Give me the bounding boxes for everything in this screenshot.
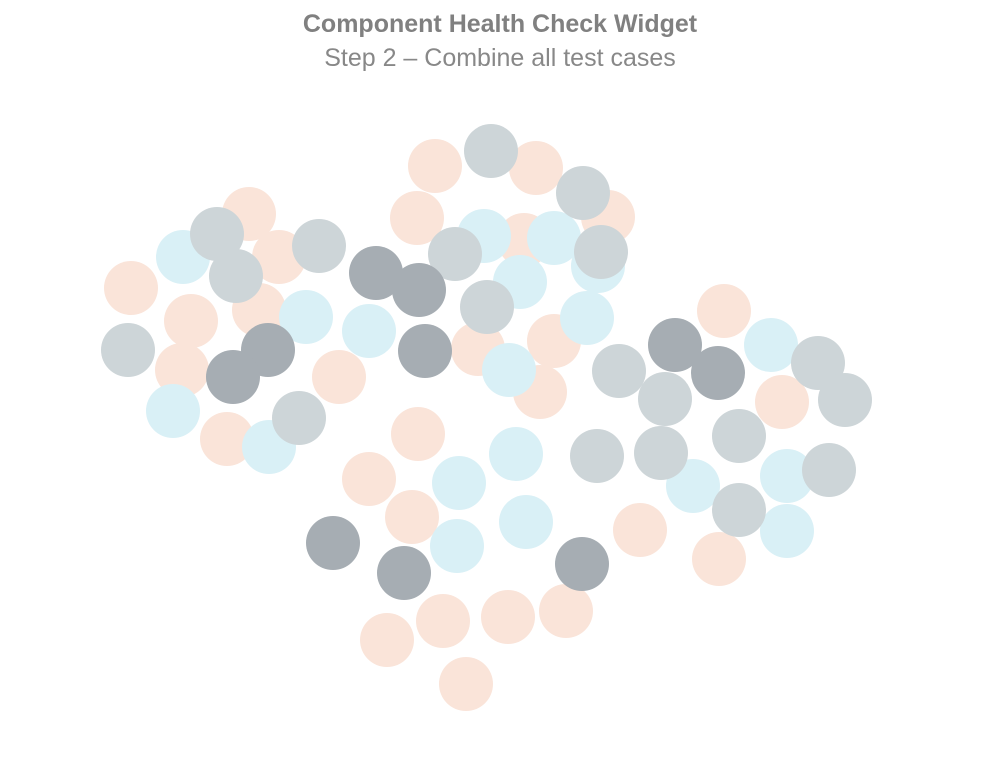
scatter-point-gray-15 — [634, 426, 688, 480]
scatter-point-peach-21 — [613, 503, 667, 557]
scatter-point-peach-24 — [481, 590, 535, 644]
scatter-point-peach-11 — [312, 350, 366, 404]
scatter-point-peach-17 — [200, 412, 254, 466]
scatter-point-dark-gray-7 — [306, 516, 360, 570]
scatter-point-light-blue-5 — [279, 290, 333, 344]
scatter-point-light-blue-1 — [527, 211, 581, 265]
scatter-point-peach-19 — [342, 452, 396, 506]
scatter-point-gray-6 — [209, 249, 263, 303]
scatter-point-peach-20 — [385, 490, 439, 544]
scatter-point-gray-2 — [574, 225, 628, 279]
scatter-point-light-blue-13 — [432, 456, 486, 510]
scatter-point-peach-23 — [539, 584, 593, 638]
scatter-point-gray-7 — [292, 219, 346, 273]
scatter-point-gray-11 — [638, 372, 692, 426]
scatter-point-gray-9 — [272, 391, 326, 445]
chart-title: Component Health Check Widget — [302, 10, 698, 38]
scatter-point-gray-17 — [802, 443, 856, 497]
scatter-point-gray-1 — [556, 166, 610, 220]
scatter-point-dark-gray-9 — [555, 537, 609, 591]
scatter-point-peach-25 — [416, 594, 470, 648]
scatter-point-light-blue-6 — [342, 304, 396, 358]
scatter-point-gray-16 — [570, 429, 624, 483]
scatter-point-gray-14 — [712, 409, 766, 463]
chart-subtitle: Step 2 – Combine all test cases — [324, 44, 676, 72]
scatter-point-gray-18 — [712, 483, 766, 537]
scatter-point-gray-5 — [190, 207, 244, 261]
scatter-point-gray-4 — [460, 280, 514, 334]
scatter-point-peach-10 — [155, 343, 209, 397]
scatter-point-light-blue-14 — [430, 519, 484, 573]
scatter-point-peach-26 — [360, 613, 414, 667]
scatter-point-light-blue-9 — [482, 343, 536, 397]
scatter-point-gray-3 — [428, 227, 482, 281]
scatter-point-light-blue-11 — [744, 318, 798, 372]
scatter-point-peach-0 — [408, 139, 462, 193]
scatter-point-light-blue-15 — [499, 495, 553, 549]
scatter-point-gray-8 — [101, 323, 155, 377]
scatter-point-light-blue-17 — [760, 449, 814, 503]
scatter-point-dark-gray-8 — [377, 546, 431, 600]
scatter-point-peach-22 — [692, 532, 746, 586]
scatter-point-peach-3 — [390, 191, 444, 245]
scatter-point-peach-27 — [439, 657, 493, 711]
scatter-point-gray-13 — [818, 373, 872, 427]
scatter-point-dark-gray-3 — [206, 350, 260, 404]
scatter-point-dark-gray-5 — [648, 318, 702, 372]
scatter-point-peach-18 — [391, 407, 445, 461]
scatter-point-light-blue-7 — [146, 384, 200, 438]
scatter-point-gray-10 — [592, 344, 646, 398]
scatter-point-light-blue-12 — [489, 427, 543, 481]
scatter-point-light-blue-18 — [760, 504, 814, 558]
scatter-point-gray-12 — [791, 336, 845, 390]
scatter-point-light-blue-10 — [560, 291, 614, 345]
scatter-point-dark-gray-6 — [691, 346, 745, 400]
scatter-point-dark-gray-4 — [398, 324, 452, 378]
scatter-point-peach-8 — [164, 294, 218, 348]
scatter-point-peach-15 — [697, 284, 751, 338]
scatter-point-dark-gray-1 — [392, 263, 446, 317]
scatter-point-peach-1 — [509, 141, 563, 195]
scatter-point-peach-16 — [755, 375, 809, 429]
scatter-point-dark-gray-0 — [349, 246, 403, 300]
scatter-point-gray-0 — [464, 124, 518, 178]
scatter-point-peach-7 — [104, 261, 158, 315]
